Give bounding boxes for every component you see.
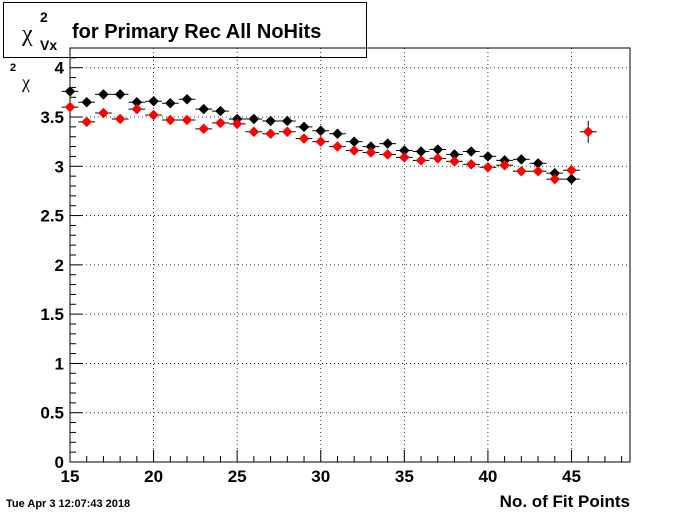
data-point: [465, 146, 477, 157]
data-point: [582, 126, 594, 138]
data-point: [348, 136, 360, 147]
timestamp-footer: Tue Apr 3 12:07:43 2018: [6, 498, 131, 510]
x-tick-label: 25: [228, 467, 247, 486]
data-point: [415, 155, 427, 166]
y-tick-label: 1: [55, 354, 64, 373]
x-tick-label: 45: [562, 467, 581, 486]
data-point: [298, 121, 310, 133]
data-point: [566, 173, 577, 185]
title-chi-symbol: χ: [22, 21, 33, 47]
y-axis-label-superscript: 2: [10, 62, 17, 74]
data-point: [148, 109, 159, 121]
x-tick-label: 30: [311, 467, 330, 486]
data-point: [499, 159, 510, 171]
data-point: [415, 146, 427, 157]
data-point: [198, 103, 210, 115]
data-point: [281, 115, 293, 127]
y-tick-label: 0: [55, 453, 64, 472]
data-point: [281, 126, 293, 138]
data-point: [432, 153, 444, 164]
data-point: [515, 165, 527, 177]
x-axis-label: No. of Fit Points: [499, 492, 630, 511]
data-point: [248, 113, 260, 125]
x-tick-label: 40: [478, 467, 497, 486]
y-tick-label: 3.5: [40, 108, 64, 127]
data-point: [198, 123, 210, 135]
y-axis-label-symbol: χ: [22, 72, 30, 92]
data-point: [265, 115, 276, 127]
data-point: [164, 114, 176, 126]
data-point: [365, 147, 377, 158]
data-point: [382, 149, 393, 160]
data-point: [482, 161, 494, 173]
data-point: [131, 103, 143, 115]
title-subscript: Vx: [40, 37, 58, 53]
data-point: [231, 118, 243, 130]
y-tick-label: 4: [55, 59, 65, 78]
data-point: [148, 95, 159, 107]
data-point: [482, 151, 494, 162]
data-point: [265, 128, 276, 140]
data-point: [64, 86, 76, 97]
data-point: [566, 164, 577, 176]
data-point: [114, 88, 126, 100]
data-point: [164, 97, 176, 109]
data-point: [332, 128, 343, 140]
data-point: [315, 125, 327, 137]
data-point: [348, 145, 360, 156]
chart-title: for Primary Rec All NoHits: [72, 21, 322, 43]
chart-title-box: χ 2 Vx for Primary Rec All NoHits: [3, 2, 367, 58]
data-point: [549, 173, 561, 185]
title-superscript: 2: [40, 9, 48, 25]
data-point: [298, 133, 310, 145]
data-point: [532, 165, 544, 177]
data-point: [315, 136, 327, 147]
data-point: [248, 126, 260, 138]
data-point: [515, 154, 527, 165]
x-tick-label: 35: [395, 467, 414, 486]
data-point: [64, 101, 76, 113]
data-point: [215, 117, 226, 129]
y-axis-label: 2 χ: [6, 62, 46, 92]
x-tick-label: 20: [144, 467, 163, 486]
x-tick-label: 15: [61, 467, 80, 486]
data-point: [215, 105, 226, 117]
y-tick-label: 2: [55, 256, 64, 275]
data-point: [98, 107, 109, 119]
data-point: [398, 152, 410, 163]
data-point: [98, 88, 109, 100]
y-tick-label: 3: [55, 157, 64, 176]
y-tick-label: 1.5: [40, 305, 64, 324]
data-point: [81, 96, 93, 108]
data-point: [449, 156, 460, 167]
data-point: [181, 93, 193, 105]
y-tick-label: 2.5: [40, 207, 64, 226]
data-point: [332, 141, 343, 152]
data-point: [465, 158, 477, 170]
data-point: [432, 144, 444, 155]
data-point: [114, 113, 126, 125]
data-point: [382, 138, 393, 149]
data-point: [181, 114, 193, 126]
data-point: [81, 116, 93, 128]
y-tick-label: 0.5: [40, 404, 64, 423]
